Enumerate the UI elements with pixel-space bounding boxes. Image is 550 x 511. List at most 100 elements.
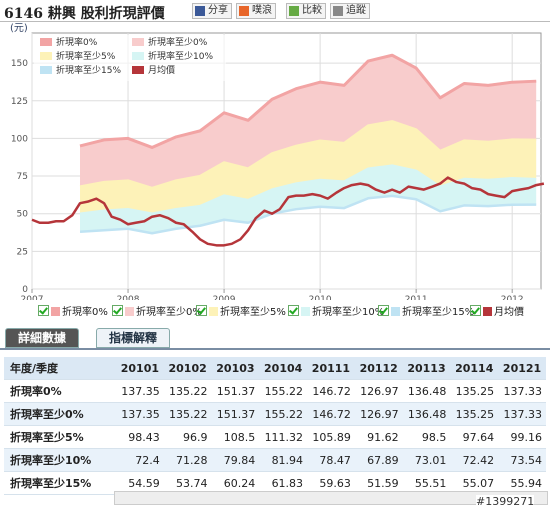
row-label: 折現率至少0% [4,402,116,426]
tab[interactable]: 指標解釋 [96,328,171,348]
cell: 98.43 [116,425,164,449]
legend-label: 折現率至少0% [148,36,208,48]
header-cell: 20103 [211,357,260,380]
cell: 135.22 [163,402,212,426]
plurk-button[interactable]: 噗浪 [236,3,276,19]
header-cell: 20113 [402,357,451,380]
x-tick-label: 2010 [309,295,332,300]
table-row: 折現率至少10% 72.4 71.28 79.84 81.94 78.47 67.89 73.… [4,448,546,472]
cell: 137.35 [116,402,164,426]
row-label: 折現率0% [4,379,116,403]
tab[interactable]: 詳細數據 [5,328,80,348]
legend-swatch [40,66,52,74]
y-axis-label: (元) [10,23,28,34]
cell: 59.63 [307,471,355,495]
y-tick-label: 150 [11,59,28,69]
checkbox[interactable] [288,305,299,316]
cell: 99.16 [498,425,546,449]
cell: 71.28 [163,448,212,472]
y-tick-label: 75 [17,172,28,182]
cell: 55.07 [450,471,499,495]
legend-toggle[interactable]: 折現率至少0% [112,303,202,318]
cell: 97.64 [450,425,499,449]
x-tick-label: 2007 [21,295,44,300]
legend-label: 折現率0% [56,36,98,48]
cell: 151.37 [211,379,260,403]
x-tick-label: 2009 [213,295,236,300]
cell: 81.94 [259,448,308,472]
legend-toggle[interactable]: 月均價 [470,303,524,318]
checkbox[interactable] [196,305,207,316]
legend-toggle[interactable]: 折現率至少5% [196,303,286,318]
header-cell: 年度/季度 [4,357,116,380]
row-label: 折現率至少15% [4,471,116,495]
legend-swatch [301,307,310,316]
cell: 136.48 [402,402,451,426]
checkbox[interactable] [470,305,481,316]
y-tick-label: 0 [22,285,28,295]
table-row: 折現率至少5% 98.43 96.9 108.5 111.32 105.89 91.62 98… [4,425,546,449]
cell: 96.9 [163,425,212,449]
cell: 108.5 [211,425,260,449]
legend-swatch [40,52,52,60]
y-tick-label: 100 [11,134,28,144]
header-cell: 20112 [354,357,403,380]
checkbox[interactable] [112,305,123,316]
legend-label: 折現率至少5% [56,50,116,62]
cell: 137.33 [498,402,546,426]
share-button[interactable]: 分享 [192,3,232,19]
header-cell: 20121 [498,357,546,380]
legend-label: 月均價 [494,307,524,318]
chart: (元) 0 25 50 75 100 125 150 2007 2008 2009 2010 2011 2… [10,23,545,300]
legend-label: 月均價 [148,64,175,76]
button-label: 追蹤 [346,5,366,16]
cell: 78.47 [307,448,355,472]
cell: 67.89 [354,448,403,472]
tabs: 詳細數據 指標解釋 [0,326,550,350]
track-button[interactable]: 追蹤 [330,3,370,19]
table-row: 折現率0% 137.35 135.22 151.37 155.22 146.72 126.9… [4,379,546,403]
cell: 105.89 [307,425,355,449]
cell: 146.72 [307,402,355,426]
area-line [79,120,537,190]
table-row: 折現率至少0% 137.35 135.22 151.37 155.22 146.72 126… [4,402,546,426]
legend-toggles: 折現率0% 折現率至少0% 折現率至少5% 折現率至少10% 折現率至少15% 月均價 [0,300,550,318]
header: 6146 耕興 股利折現評價 分享 噗浪 比較 追蹤 [0,0,550,22]
legend-label: 折現率至少15% [402,307,475,318]
x-tick-label: 2011 [405,295,428,300]
band-fill [80,55,537,189]
legend-label: 折現率至少0% [136,307,202,318]
legend-swatch [40,38,52,46]
scrollbar[interactable] [114,491,548,505]
legend-toggle[interactable]: 折現率至少15% [378,303,474,318]
header-cell: 20111 [307,357,355,380]
legend-toggle[interactable]: 折現率至少10% [288,303,384,318]
watermark: #1399271 [476,495,535,508]
checkbox[interactable] [378,305,389,316]
checkbox[interactable] [38,305,49,316]
cell: 72.4 [116,448,164,472]
legend-box [34,35,226,81]
x-tick-label: 2008 [117,295,140,300]
button-label: 分享 [208,5,228,16]
legend-swatch [132,66,144,74]
button-label: 比較 [302,5,322,16]
compare-button[interactable]: 比較 [286,3,326,19]
header-row: 年度/季度 20101 20102 20103 20104 20111 20112 20113… [4,357,546,380]
button-label: 噗浪 [252,5,272,16]
cell: 146.72 [307,379,355,403]
cell: 155.22 [259,379,308,403]
y-tick-label: 25 [17,247,28,257]
area-line [79,194,537,235]
row-label: 折現率至少5% [4,425,116,449]
y-tick-label: 50 [17,210,29,220]
legend-swatch [483,307,492,316]
legend-toggle[interactable]: 折現率0% [38,303,108,318]
header-cell: 20104 [259,357,308,380]
cell: 151.37 [211,402,260,426]
legend-swatch [132,38,144,46]
cell: 73.01 [402,448,451,472]
cell: 135.25 [450,379,499,403]
legend-swatch [391,307,400,316]
